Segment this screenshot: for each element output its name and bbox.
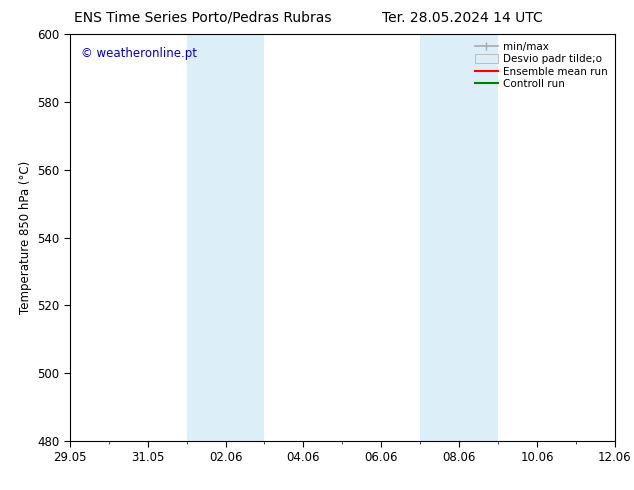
Bar — [186, 34, 264, 441]
Y-axis label: Temperature 850 hPa (°C): Temperature 850 hPa (°C) — [18, 161, 32, 314]
Text: ENS Time Series Porto/Pedras Rubras: ENS Time Series Porto/Pedras Rubras — [74, 11, 332, 25]
Text: © weatheronline.pt: © weatheronline.pt — [81, 47, 197, 59]
Legend: min/max, Desvio padr tilde;o, Ensemble mean run, Controll run: min/max, Desvio padr tilde;o, Ensemble m… — [473, 40, 610, 92]
Text: Ter. 28.05.2024 14 UTC: Ter. 28.05.2024 14 UTC — [382, 11, 543, 25]
Bar — [420, 34, 498, 441]
